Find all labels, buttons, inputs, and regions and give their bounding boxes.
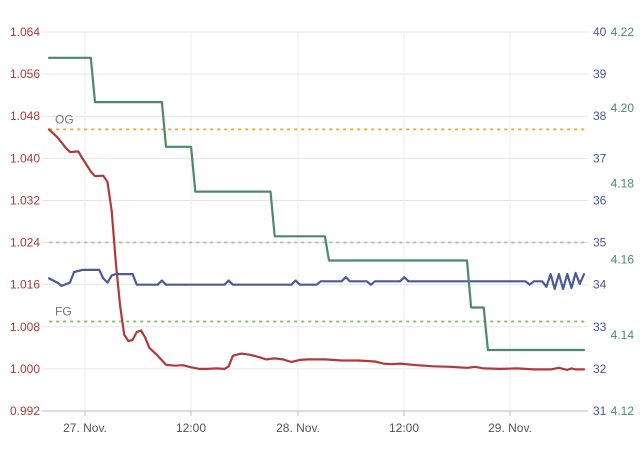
y-right-outer-tick-label: 4.14 xyxy=(611,328,635,342)
x-tick-label: 12:00 xyxy=(176,421,206,435)
axes: 1.064 1.056 1.048 1.040 1.032 1.024 1.016 1.008… xyxy=(10,25,634,435)
y-right-outer-tick-label: 4.18 xyxy=(611,177,635,191)
y-left-tick-label: 1.000 xyxy=(10,362,40,376)
y-left-tick-label: 1.040 xyxy=(10,151,40,165)
x-tick-label: 28. Nov. xyxy=(276,421,320,435)
y-right-inner-tick-label: 31 xyxy=(593,404,607,418)
y-left-tick-label: 1.056 xyxy=(10,67,40,81)
y-left-tick-label: 1.016 xyxy=(10,278,40,292)
grid-lines xyxy=(42,31,588,412)
series-line-0 xyxy=(47,128,586,371)
y-right-inner-tick-label: 39 xyxy=(593,67,607,81)
y-left-tick-label: 1.048 xyxy=(10,109,40,123)
series-lines xyxy=(47,56,586,371)
y-right-inner-tick-label: 38 xyxy=(593,109,607,123)
y-right-inner-tick-label: 32 xyxy=(593,362,607,376)
y-left-tick-label: 1.032 xyxy=(10,193,40,207)
x-tick-label: 29. Nov. xyxy=(488,421,532,435)
y-right-inner-tick-label: 37 xyxy=(593,151,607,165)
series-line-2 xyxy=(47,56,586,352)
y-right-inner-tick-label: 34 xyxy=(593,278,607,292)
reference-line-label: FG xyxy=(55,305,72,319)
y-left-tick-label: 1.008 xyxy=(10,320,40,334)
x-tick-label: 27. Nov. xyxy=(63,421,107,435)
y-right-outer-tick-label: 4.12 xyxy=(611,404,635,418)
y-right-inner-tick-label: 40 xyxy=(593,25,607,39)
y-right-inner-tick-label: 35 xyxy=(593,236,607,250)
series-line-1 xyxy=(47,268,586,290)
y-right-inner-tick-label: 33 xyxy=(593,320,607,334)
y-right-outer-tick-label: 4.22 xyxy=(611,25,635,39)
y-right-outer-tick-label: 4.20 xyxy=(611,101,635,115)
y-right-inner-tick-label: 36 xyxy=(593,193,607,207)
reference-lines: OG FG xyxy=(49,112,585,323)
y-left-tick-label: 1.064 xyxy=(10,25,40,39)
y-left-tick-label: 1.024 xyxy=(10,236,40,250)
y-right-outer-tick-label: 4.16 xyxy=(611,252,635,266)
x-tick-label: 12:00 xyxy=(389,421,419,435)
reference-line-label: OG xyxy=(55,112,74,126)
y-left-tick-label: 0.992 xyxy=(10,404,40,418)
